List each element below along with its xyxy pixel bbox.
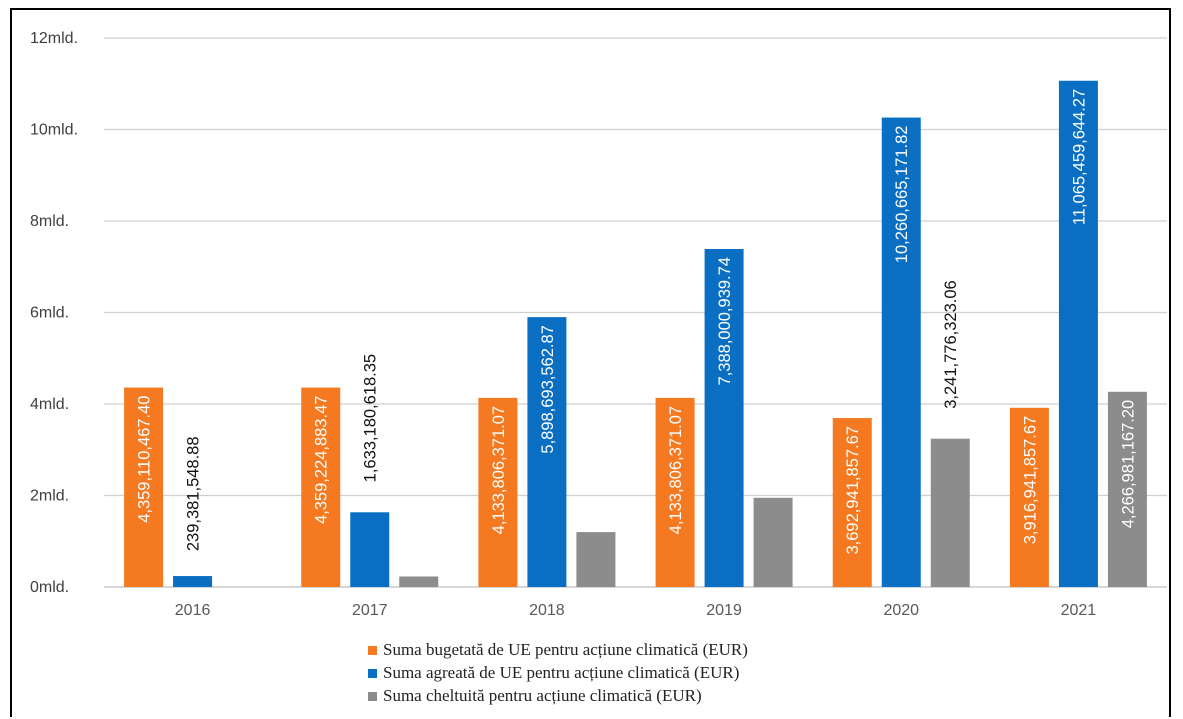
y-tick-label: 2mld. <box>30 488 69 505</box>
legend-label: Suma agreată de UE pentru acțiune climat… <box>383 663 740 682</box>
bar <box>576 532 616 587</box>
legend-swatch <box>368 668 377 678</box>
bar <box>124 387 164 587</box>
legend-label: Suma cheltuită pentru acțiune climatică … <box>383 686 702 705</box>
data-label: 4,133,806,371.07 <box>667 406 685 534</box>
bar <box>1107 391 1147 587</box>
data-label: 4,266,981,167.20 <box>1119 400 1137 528</box>
y-tick-label: 6mld. <box>30 305 69 322</box>
x-tick-label: 2017 <box>352 602 388 619</box>
bar <box>1058 80 1098 587</box>
bar-chart: 0mld. 2mld. 4mld. 6mld. 8mld. 10mld. 12mld. 4,3… <box>30 30 1167 619</box>
data-label: 7,388,000,939.74 <box>716 257 734 385</box>
y-tick-label: 12mld. <box>30 30 78 47</box>
bar <box>753 497 793 587</box>
data-label: 4,359,224,883.47 <box>313 396 331 524</box>
bar <box>881 117 921 587</box>
bar <box>399 576 439 587</box>
y-tick-label: 4mld. <box>30 396 69 413</box>
x-tick-label: 2018 <box>529 602 565 619</box>
bar <box>301 387 341 587</box>
bar <box>478 397 518 587</box>
data-label: 3,692,941,857.67 <box>844 426 862 554</box>
bar <box>930 438 970 587</box>
data-label: 3,241,776,323.06 <box>942 280 960 408</box>
y-tick-label: 8mld. <box>30 213 69 230</box>
x-tick-label: 2019 <box>706 602 742 619</box>
bar <box>173 576 213 587</box>
data-label: 5,898,693,562.87 <box>539 325 557 453</box>
data-label: 239,381,548.88 <box>185 436 203 551</box>
data-label: 3,916,941,857.67 <box>1021 416 1039 544</box>
bar <box>350 512 390 587</box>
chart-frame: 0mld. 2mld. 4mld. 6mld. 8mld. 10mld. 12mld. 4,3… <box>10 8 1171 717</box>
y-tick-label: 0mld. <box>30 579 69 596</box>
x-tick-label: 2020 <box>883 602 919 619</box>
data-label: 10,260,665,171.82 <box>893 126 911 264</box>
legend-label: Suma bugetată de UE pentru acțiune clima… <box>383 640 748 659</box>
bar <box>832 418 872 587</box>
legend-item: Suma cheltuită pentru acțiune climatică … <box>368 686 702 706</box>
data-label: 1,633,180,618.35 <box>362 354 380 482</box>
legend-swatch <box>368 645 377 655</box>
data-label: 11,065,459,644.27 <box>1070 89 1088 225</box>
x-tick-label: 2016 <box>175 602 211 619</box>
x-tick-label: 2021 <box>1061 602 1097 619</box>
y-tick-label: 10mld. <box>30 122 78 139</box>
bar <box>527 317 567 587</box>
bar <box>655 397 695 587</box>
data-label: 4,133,806,371.07 <box>490 406 508 534</box>
bar <box>1009 407 1049 587</box>
legend-item: Suma agreată de UE pentru acțiune climat… <box>368 663 739 683</box>
legend-item: Suma bugetată de UE pentru acțiune clima… <box>368 640 748 660</box>
bar <box>704 248 744 587</box>
data-label: 4,359,110,467.40 <box>136 396 154 523</box>
legend-swatch <box>368 691 377 701</box>
